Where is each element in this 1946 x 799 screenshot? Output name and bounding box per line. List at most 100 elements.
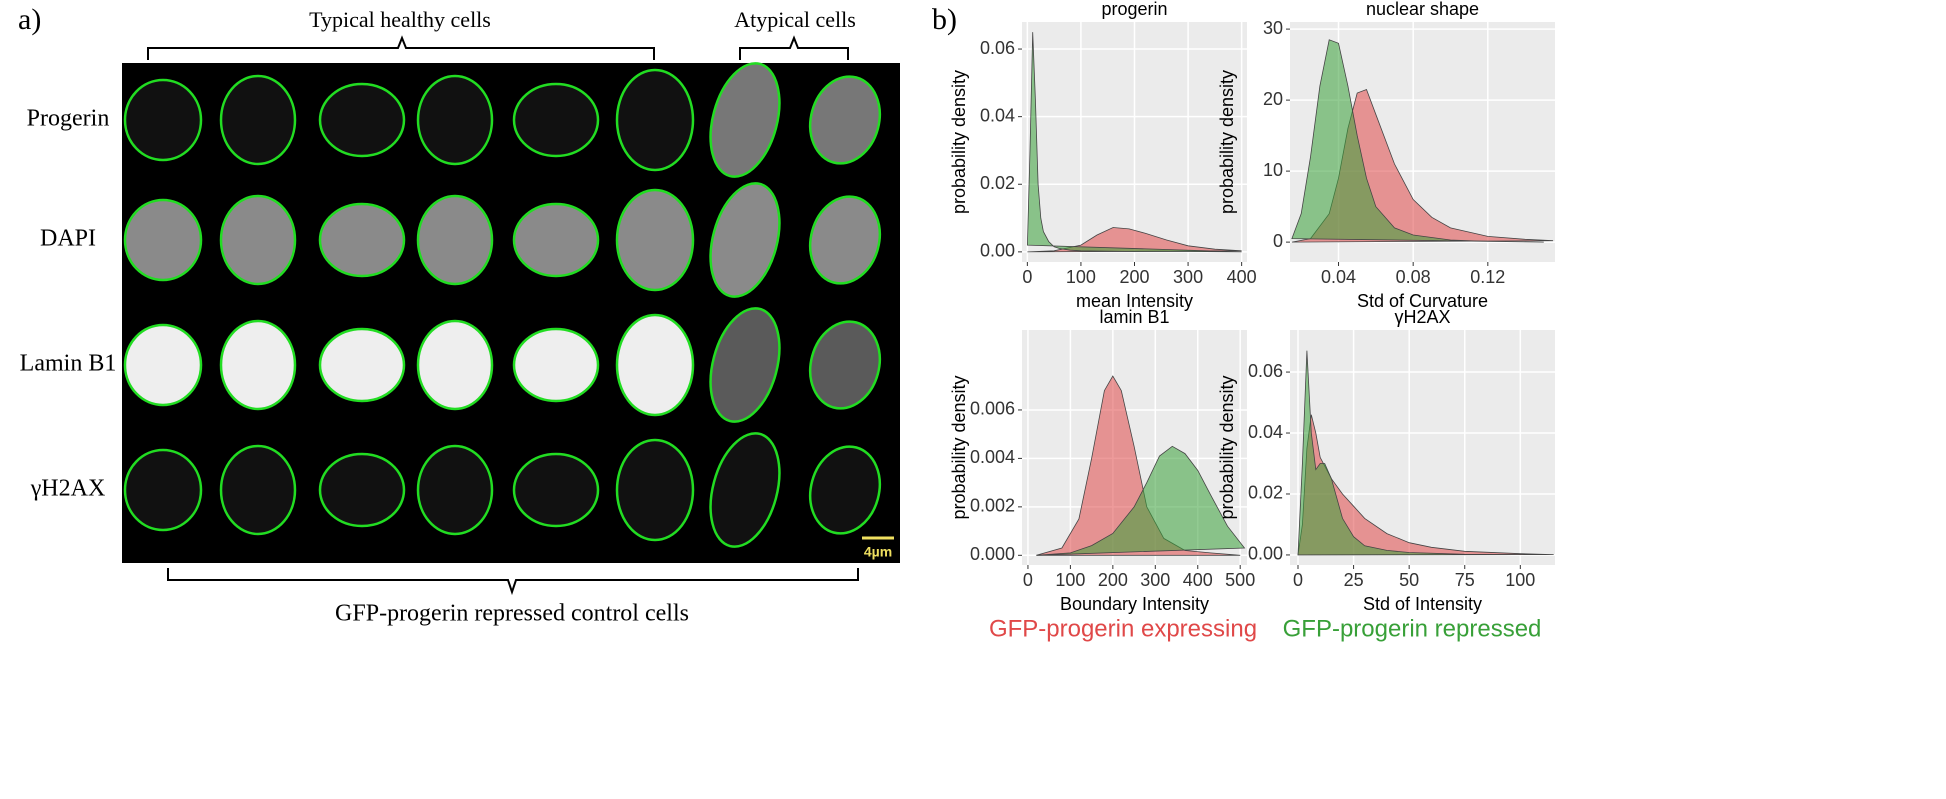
nucleus <box>512 82 600 158</box>
x-tick-label: 200 <box>1098 570 1128 590</box>
x-tick-label: 0.04 <box>1321 267 1356 287</box>
nucleus <box>123 78 203 162</box>
nucleus <box>219 319 297 411</box>
y-tick-label: 30 <box>1263 18 1283 38</box>
x-tick-label: 75 <box>1455 570 1475 590</box>
row-label: γH2AX <box>30 476 106 502</box>
chart-title: lamin B1 <box>1099 307 1169 327</box>
nucleus <box>709 182 781 298</box>
chart-title: nuclear shape <box>1366 0 1479 19</box>
legend-entry: GFP-progerin repressed <box>1283 615 1542 642</box>
y-tick-label: 20 <box>1263 89 1283 109</box>
panel-label: a) <box>18 3 41 36</box>
x-tick-label: 100 <box>1055 570 1085 590</box>
row-label: Lamin B1 <box>20 351 117 377</box>
nucleus <box>709 432 781 548</box>
y-tick-label: 0.04 <box>1248 422 1283 442</box>
density-area <box>1036 375 1241 556</box>
density-area <box>1027 227 1242 253</box>
x-tick-label: 100 <box>1505 570 1535 590</box>
nucleus <box>808 445 882 535</box>
x-tick-label: 200 <box>1119 267 1149 287</box>
y-tick-label: 10 <box>1263 160 1283 180</box>
nucleus <box>123 323 203 407</box>
x-axis-label: Std of Intensity <box>1363 594 1482 614</box>
x-tick-label: 400 <box>1227 267 1257 287</box>
panel-label: b) <box>932 3 957 36</box>
nucleus <box>615 68 695 172</box>
footer-label: GFP-progerin repressed control cells <box>335 601 689 627</box>
brace <box>167 568 859 596</box>
density-area <box>1297 350 1521 556</box>
nucleus <box>416 74 494 166</box>
y-tick-label: 0.06 <box>980 38 1015 58</box>
x-tick-label: 0 <box>1293 570 1303 590</box>
y-tick-label: 0.000 <box>970 544 1015 564</box>
y-axis-label: probability density <box>949 375 969 519</box>
nucleus <box>512 327 600 403</box>
y-tick-label: 0.02 <box>1248 483 1283 503</box>
y-axis-label: probability density <box>949 70 969 214</box>
group-label: Typical healthy cells <box>309 7 491 32</box>
x-axis-label: Boundary Intensity <box>1060 594 1209 614</box>
nucleus <box>808 75 882 165</box>
x-tick-label: 0.12 <box>1470 267 1505 287</box>
y-tick-label: 0 <box>1273 231 1283 251</box>
scale-label: 4µm <box>864 544 892 560</box>
group-label: Atypical cells <box>734 7 856 32</box>
nucleus <box>512 202 600 278</box>
nucleus <box>318 82 406 158</box>
nucleus <box>219 194 297 286</box>
nucleus <box>416 319 494 411</box>
x-tick-label: 0 <box>1023 570 1033 590</box>
nucleus <box>615 188 695 292</box>
row-label: Progerin <box>27 106 110 132</box>
y-axis-label: probability density <box>1217 375 1237 519</box>
density-area <box>1026 32 1242 253</box>
legend-entry: GFP-progerin expressing <box>989 615 1257 642</box>
nucleus <box>123 198 203 282</box>
nucleus <box>615 438 695 542</box>
nucleus <box>808 195 882 285</box>
y-tick-label: 0.002 <box>970 496 1015 516</box>
brace <box>739 35 849 60</box>
nucleus <box>318 202 406 278</box>
y-axis-label: probability density <box>1217 70 1237 214</box>
x-tick-label: 0.08 <box>1396 267 1431 287</box>
nucleus <box>416 194 494 286</box>
x-tick-label: 25 <box>1344 570 1364 590</box>
density-area <box>1036 445 1246 556</box>
x-axis-label: Std of Curvature <box>1357 291 1488 311</box>
y-tick-label: 0.02 <box>980 173 1015 193</box>
nucleus <box>709 307 781 423</box>
y-tick-label: 0.00 <box>1248 544 1283 564</box>
y-tick-label: 0.004 <box>970 447 1015 467</box>
nucleus <box>416 444 494 536</box>
nucleus <box>709 62 781 178</box>
density-area <box>1291 39 1544 243</box>
nucleus <box>219 74 297 166</box>
chart-title: progerin <box>1101 0 1167 19</box>
nucleus <box>512 452 600 528</box>
x-axis-label: mean Intensity <box>1076 291 1193 311</box>
row-label: DAPI <box>40 226 96 252</box>
cells <box>123 62 882 548</box>
x-tick-label: 0 <box>1022 267 1032 287</box>
nucleus <box>318 327 406 403</box>
nucleus <box>318 452 406 528</box>
y-tick-label: 0.00 <box>980 241 1015 261</box>
nucleus <box>123 448 203 532</box>
y-tick-label: 0.006 <box>970 399 1015 419</box>
nucleus <box>219 444 297 536</box>
nucleus <box>808 320 882 410</box>
x-tick-label: 300 <box>1173 267 1203 287</box>
x-tick-label: 500 <box>1225 570 1255 590</box>
x-tick-label: 100 <box>1066 267 1096 287</box>
x-tick-label: 50 <box>1399 570 1419 590</box>
y-tick-label: 0.06 <box>1248 361 1283 381</box>
y-tick-label: 0.04 <box>980 105 1015 125</box>
x-tick-label: 300 <box>1140 570 1170 590</box>
nucleus <box>615 313 695 417</box>
x-tick-label: 400 <box>1183 570 1213 590</box>
